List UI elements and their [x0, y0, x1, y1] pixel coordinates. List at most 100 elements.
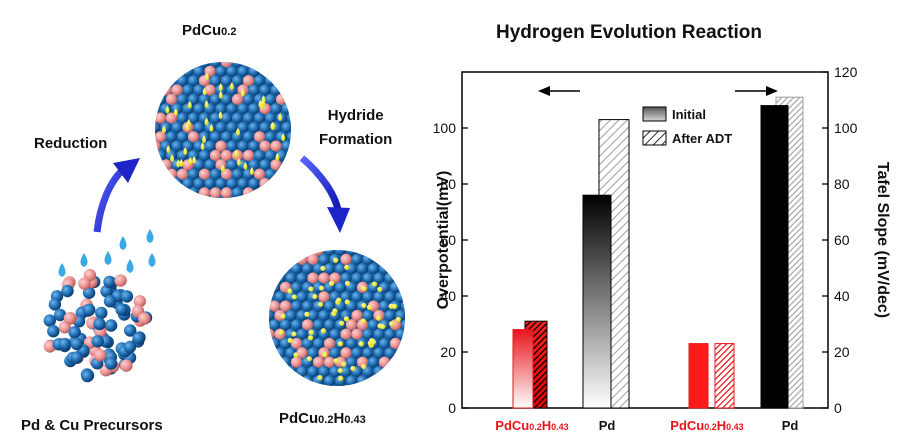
pd-atom: [378, 300, 391, 312]
hydrogen-atom: [192, 156, 197, 165]
pd-atom: [362, 291, 374, 303]
hydrogen-atom: [344, 299, 350, 305]
pd-atom: [176, 93, 189, 105]
category-label-pd-2: Pd: [782, 418, 799, 433]
pd-atom: [187, 75, 200, 87]
pd-precursor-atom: [103, 275, 116, 289]
precursor-cluster: [43, 268, 153, 383]
hydrogen-atom: [218, 90, 223, 99]
hydrogen-atom: [366, 304, 373, 310]
cu-atom: [389, 337, 402, 350]
pd-precursor-atom: [103, 295, 117, 308]
left-tick-label: 20: [440, 344, 456, 360]
pd-atom: [231, 75, 244, 87]
pd-atom: [155, 121, 161, 134]
pd-atom: [323, 250, 336, 256]
cu-atom: [187, 131, 200, 143]
hydrogen-atom: [328, 280, 335, 286]
pd-atom: [373, 328, 385, 340]
pd-atom: [264, 149, 277, 162]
pd-atom: [334, 263, 347, 275]
pd-precursor-atom: [68, 326, 81, 339]
pd-atom: [362, 309, 374, 322]
hydrogen-atom: [275, 152, 280, 161]
hydrogen-atom: [389, 321, 395, 327]
pd-precursor-atom: [132, 331, 145, 345]
drop-icon: [104, 251, 112, 265]
cu-precursor-atom: [114, 274, 127, 287]
cu-precursor-atom: [78, 277, 91, 290]
hydrogen-atom: [291, 331, 297, 337]
hydrogen-atom: [176, 159, 181, 168]
pd-atom: [290, 300, 303, 312]
drop-icon: [148, 253, 156, 267]
pd-precursor-atom: [58, 337, 72, 351]
pd-atom: [269, 309, 275, 322]
hydrogen-atom: [183, 147, 188, 156]
hydrogen-atom: [395, 316, 401, 323]
right-axis: 0 20 40 60 80 100 120: [822, 64, 858, 416]
hydrogen-atom: [343, 316, 350, 322]
hydrogen-atom: [218, 111, 223, 120]
hydrogen-atom: [278, 329, 284, 335]
cu-atom: [176, 168, 189, 180]
hydrogen-atom: [344, 264, 350, 270]
legend-swatch-initial: [642, 106, 667, 122]
hydrogen-atom: [317, 374, 323, 381]
hydrogen-atom: [322, 351, 328, 358]
pd-precursor-atom: [115, 303, 128, 316]
cu-atom: [270, 140, 282, 152]
pd-atom: [187, 93, 200, 105]
right-tick-label: 80: [834, 176, 850, 192]
pd-atom: [259, 159, 271, 171]
hydrogen-atom: [360, 318, 366, 324]
hydrogen-atom: [361, 302, 367, 309]
pd-atom: [340, 366, 352, 378]
cu-precursor-atom: [120, 359, 133, 372]
legend-after-adt-label: After ADT: [672, 131, 732, 146]
hydrogen-atom: [308, 286, 314, 292]
hydrogen-atom: [188, 156, 193, 165]
pd-atom: [373, 272, 385, 284]
pd-atom: [248, 121, 260, 133]
pd-atom: [248, 177, 260, 190]
chart-title: Hydrogen Evolution Reaction: [496, 22, 763, 43]
left-tick-label: 60: [440, 232, 456, 248]
bar-initial: [688, 343, 709, 409]
hydrogen-atom: [287, 288, 293, 294]
hydrogen-atom: [185, 122, 190, 131]
hydrogen-atom: [287, 337, 293, 344]
cu-atom: [312, 356, 325, 368]
cu-atom: [340, 253, 352, 265]
category-label-pdcuh-2: PdCu0.2H0.43: [670, 418, 743, 433]
pd-atom: [307, 347, 319, 359]
bar-initial: [760, 105, 789, 409]
left-axis-pointer-arrow-icon: [538, 86, 580, 96]
pd-precursor-atom: [93, 317, 106, 331]
hydrogen-atom: [307, 335, 314, 341]
hydrogen-atom: [170, 154, 175, 163]
hydrogen-atom: [320, 328, 326, 334]
cu-atom: [290, 356, 303, 368]
pd-atom: [237, 65, 249, 77]
pd-atom: [237, 140, 249, 152]
pd-precursor-atom: [48, 298, 62, 311]
pd-atom: [226, 159, 238, 171]
pd-precursor-atom: [91, 335, 104, 348]
hydrogen-atom: [173, 108, 178, 117]
hydrogen-atom: [377, 286, 383, 292]
pd-atom: [193, 84, 205, 96]
pd-atom: [220, 131, 233, 143]
hydrogen-atom: [391, 303, 398, 309]
pd-atom: [345, 375, 358, 386]
cu-atom: [345, 319, 358, 331]
pd-atom: [220, 112, 233, 124]
pd-atom: [253, 149, 266, 162]
pd-atom: [193, 65, 205, 77]
reduction-arrow-icon: [93, 158, 140, 233]
pd-precursor-atom: [120, 290, 134, 303]
cu-atom: [270, 159, 282, 171]
pd-atom: [362, 272, 374, 284]
left-axis: 0 20 40 60 80 100: [433, 120, 468, 416]
cu-atom: [253, 168, 266, 180]
